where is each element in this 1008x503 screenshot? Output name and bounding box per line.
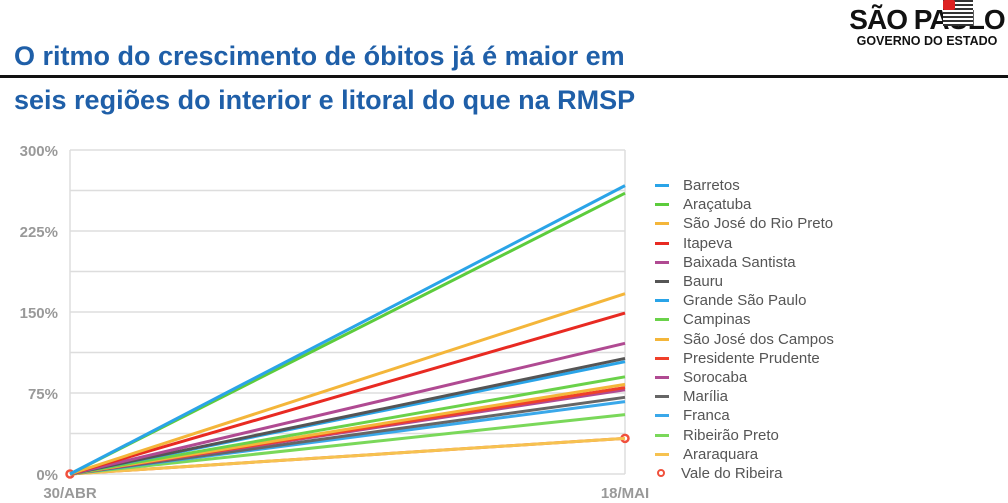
legend-swatch bbox=[655, 375, 669, 379]
legend-swatch bbox=[655, 414, 669, 418]
legend-swatch bbox=[655, 452, 669, 456]
legend-item: Barretos bbox=[655, 176, 834, 195]
legend-label: Araçatuba bbox=[683, 196, 752, 214]
flag-icon bbox=[943, 0, 973, 26]
x-tick-label: 30/ABR bbox=[43, 485, 97, 502]
legend-swatch bbox=[655, 318, 669, 322]
logo-main-text: SÃO PAULO bbox=[849, 4, 1005, 35]
legend-swatch bbox=[655, 184, 669, 188]
legend-item: Grande São Paulo bbox=[655, 291, 834, 310]
legend-label: Itapeva bbox=[683, 234, 733, 252]
circle-marker-icon bbox=[657, 469, 665, 478]
logo-sub-text: GOVERNO DO ESTADO bbox=[856, 34, 998, 48]
legend-item: Marília bbox=[655, 387, 834, 406]
legend-label: São José dos Campos bbox=[683, 330, 834, 348]
series-line bbox=[69, 436, 626, 476]
series-line bbox=[69, 184, 626, 476]
legend-item: Bauru bbox=[655, 272, 834, 291]
legend-item: São José do Rio Preto bbox=[655, 214, 834, 233]
legend-item: Ribeirão Preto bbox=[655, 425, 834, 444]
legend-label: Sorocaba bbox=[683, 368, 748, 386]
legend-item: Franca bbox=[655, 406, 834, 425]
x-tick-label: 18/MAI bbox=[601, 485, 649, 502]
series-line bbox=[69, 356, 626, 476]
series-line bbox=[69, 311, 626, 476]
legend-swatch bbox=[655, 433, 669, 437]
legend-label: Marília bbox=[683, 388, 729, 406]
series-line bbox=[69, 375, 626, 476]
legend-item: Presidente Prudente bbox=[655, 349, 834, 368]
legend-item: Vale do Ribeira bbox=[655, 464, 834, 483]
legend-label: Grande São Paulo bbox=[683, 292, 807, 310]
legend-swatch bbox=[655, 337, 669, 341]
legend-label: Presidente Prudente bbox=[683, 349, 820, 367]
legend-label: Bauru bbox=[683, 273, 724, 291]
y-tick-label: 75% bbox=[28, 386, 58, 403]
legend-swatch bbox=[655, 356, 669, 360]
legend-item: Araraquara bbox=[655, 445, 834, 464]
slide-title-line-1: O ritmo do crescimento de óbitos já é ma… bbox=[14, 41, 625, 71]
y-tick-label: 300% bbox=[20, 143, 58, 160]
legend-swatch bbox=[655, 222, 669, 226]
sao-paulo-logo: SÃO PAULO GOVERNO DO ESTADO bbox=[848, 0, 1006, 48]
series-line bbox=[69, 292, 626, 476]
legend-item: Baixada Santista bbox=[655, 253, 834, 272]
legend-swatch bbox=[655, 395, 669, 399]
legend-label: Campinas bbox=[683, 311, 751, 329]
series-line bbox=[69, 341, 626, 476]
legend-swatch bbox=[655, 241, 669, 245]
legend-label: Franca bbox=[683, 407, 730, 425]
legend-item: Itapeva bbox=[655, 234, 834, 253]
y-tick-label: 0% bbox=[36, 467, 58, 484]
title-divider bbox=[0, 75, 1008, 78]
legend-swatch bbox=[655, 260, 669, 264]
legend-item: São José dos Campos bbox=[655, 330, 834, 349]
legend-item: Campinas bbox=[655, 310, 834, 329]
legend-label: Baixada Santista bbox=[683, 253, 796, 271]
legend-label: Araraquara bbox=[683, 445, 759, 463]
legend-label: Vale do Ribeira bbox=[681, 464, 783, 482]
slide-title-line-2: seis regiões do interior e litoral do qu… bbox=[14, 85, 636, 115]
series-line bbox=[69, 413, 626, 476]
legend-swatch bbox=[655, 203, 669, 207]
y-tick-label: 150% bbox=[20, 305, 58, 322]
legend-label: São José do Rio Preto bbox=[683, 215, 834, 233]
legend-label: Ribeirão Preto bbox=[683, 426, 779, 444]
legend-label: Barretos bbox=[683, 177, 740, 195]
legend-item: Araçatuba bbox=[655, 195, 834, 214]
chart-legend: Barretos Araçatuba São José do Rio Preto It… bbox=[655, 176, 834, 483]
legend-swatch bbox=[655, 280, 669, 284]
legend-item: Sorocaba bbox=[655, 368, 834, 387]
y-tick-label: 225% bbox=[20, 224, 58, 241]
legend-swatch bbox=[655, 299, 669, 303]
